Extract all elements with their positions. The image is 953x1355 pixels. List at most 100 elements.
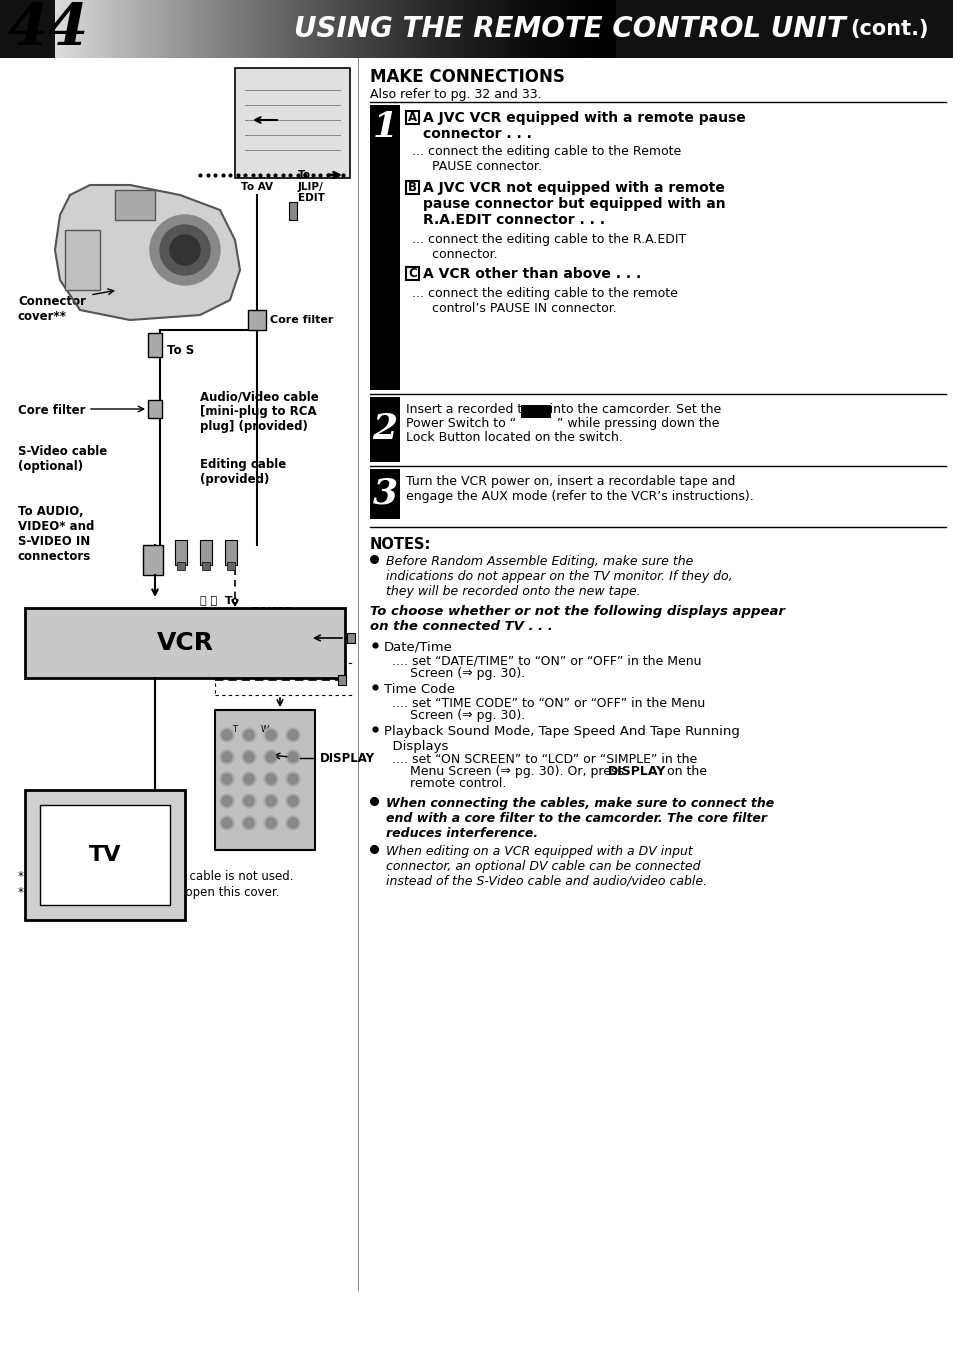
Bar xyxy=(188,0,191,58)
Bar xyxy=(516,0,518,58)
Bar xyxy=(231,0,233,58)
Bar xyxy=(545,0,548,58)
Bar xyxy=(212,0,214,58)
Bar xyxy=(536,0,538,58)
Text: ... connect the editing cable to the remote
     control’s PAUSE IN connector.: ... connect the editing cable to the rem… xyxy=(412,287,678,314)
Text: T: T xyxy=(233,725,237,734)
Bar xyxy=(370,397,399,462)
Bar xyxy=(508,0,511,58)
Circle shape xyxy=(242,728,255,743)
Bar xyxy=(445,0,448,58)
Bar xyxy=(249,0,252,58)
Circle shape xyxy=(286,816,299,831)
Bar xyxy=(510,0,513,58)
Bar xyxy=(245,0,248,58)
Bar xyxy=(276,0,280,58)
Bar xyxy=(214,710,314,850)
Circle shape xyxy=(288,795,297,806)
Bar xyxy=(135,0,138,58)
Circle shape xyxy=(266,752,275,762)
Bar xyxy=(486,0,489,58)
Bar xyxy=(260,0,263,58)
Bar xyxy=(368,0,371,58)
Text: Before Random Assemble Editing, make sure the
indications do not appear on the T: Before Random Assemble Editing, make sur… xyxy=(386,556,732,598)
Text: Screen (⇒ pg. 30).: Screen (⇒ pg. 30). xyxy=(410,667,525,680)
Text: Core filter: Core filter xyxy=(270,314,333,325)
Bar xyxy=(190,0,193,58)
Bar xyxy=(527,0,530,58)
Bar xyxy=(387,0,390,58)
Bar xyxy=(289,202,296,220)
Text: .... set “DATE/TIME” to “ON” or “OFF” in the Menu: .... set “DATE/TIME” to “ON” or “OFF” in… xyxy=(392,654,700,668)
Bar xyxy=(420,0,423,58)
Bar xyxy=(498,0,501,58)
Text: To AUDIO,
VIDEO* and
S-VIDEO IN
connectors: To AUDIO, VIDEO* and S-VIDEO IN connecto… xyxy=(18,505,94,562)
Bar xyxy=(174,0,177,58)
Circle shape xyxy=(244,730,253,740)
Bar xyxy=(176,0,179,58)
Bar xyxy=(105,0,108,58)
Bar xyxy=(422,0,425,58)
Bar xyxy=(66,0,69,58)
Bar xyxy=(111,0,113,58)
Bar xyxy=(141,0,144,58)
Bar xyxy=(457,0,460,58)
Bar xyxy=(374,0,376,58)
Bar xyxy=(340,0,343,58)
Bar xyxy=(337,675,346,686)
Bar xyxy=(104,0,107,58)
Bar xyxy=(68,0,71,58)
Bar xyxy=(347,633,355,644)
Bar xyxy=(574,0,577,58)
Circle shape xyxy=(242,751,255,764)
Text: Screen (⇒ pg. 30).: Screen (⇒ pg. 30). xyxy=(410,709,525,722)
Bar xyxy=(578,0,581,58)
Circle shape xyxy=(244,774,253,785)
Circle shape xyxy=(264,816,277,831)
Text: To
JLIP/
EDIT: To JLIP/ EDIT xyxy=(297,169,325,203)
Bar xyxy=(186,0,189,58)
Text: ... connect the editing cable to the Remote
     PAUSE connector.: ... connect the editing cable to the Rem… xyxy=(412,145,680,173)
Bar xyxy=(578,0,580,58)
Bar xyxy=(535,0,537,58)
Bar xyxy=(354,0,356,58)
Bar xyxy=(107,0,110,58)
Bar xyxy=(543,0,546,58)
Text: A: A xyxy=(408,111,416,125)
Circle shape xyxy=(222,795,232,806)
Bar xyxy=(227,0,230,58)
Bar xyxy=(393,0,395,58)
Bar xyxy=(398,0,401,58)
Text: Also refer to pg. 32 and 33.: Also refer to pg. 32 and 33. xyxy=(370,88,541,102)
Circle shape xyxy=(266,795,275,806)
Bar xyxy=(572,0,575,58)
Bar xyxy=(517,0,520,58)
Bar xyxy=(198,0,201,58)
Bar xyxy=(163,0,166,58)
Bar xyxy=(64,0,67,58)
Bar xyxy=(611,0,614,58)
Bar xyxy=(342,0,345,58)
Bar xyxy=(366,0,369,58)
Bar xyxy=(217,0,220,58)
Bar xyxy=(471,0,474,58)
Text: Ⓒ  To PAUSE IN: Ⓒ To PAUSE IN xyxy=(214,667,304,678)
Bar xyxy=(500,0,503,58)
Circle shape xyxy=(220,728,233,743)
Bar xyxy=(227,562,234,570)
Bar xyxy=(243,0,246,58)
Bar xyxy=(529,0,532,58)
Bar xyxy=(152,0,154,58)
Bar xyxy=(490,0,493,58)
Bar xyxy=(79,0,82,58)
Bar xyxy=(178,0,181,58)
Bar xyxy=(87,0,90,58)
Bar xyxy=(309,0,312,58)
Bar xyxy=(114,0,117,58)
Bar xyxy=(383,0,386,58)
Text: USING THE REMOTE CONTROL UNIT: USING THE REMOTE CONTROL UNIT xyxy=(294,15,845,43)
Bar xyxy=(407,0,410,58)
Bar xyxy=(531,0,534,58)
Text: 2: 2 xyxy=(372,412,397,446)
Bar xyxy=(495,0,497,58)
